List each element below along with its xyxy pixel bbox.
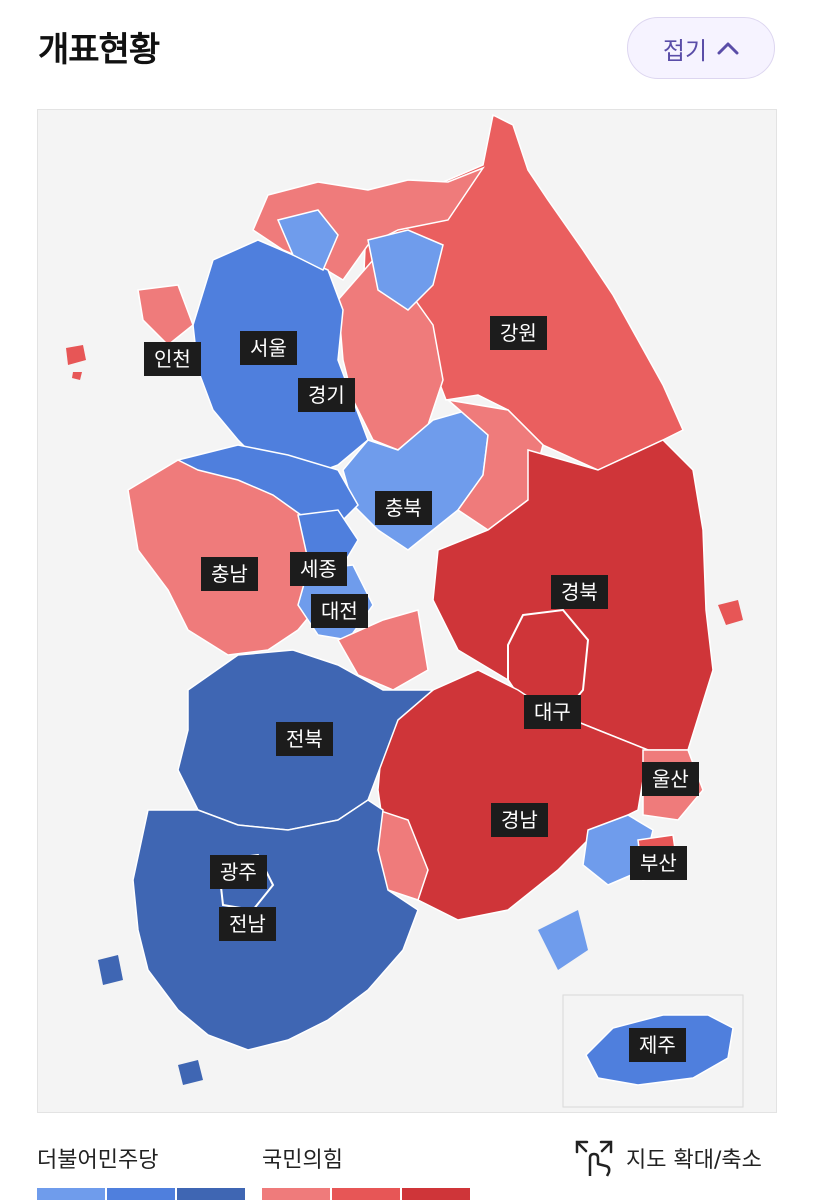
collapse-button[interactable]: 접기 xyxy=(627,17,775,79)
chevron-up-icon xyxy=(717,42,739,55)
legend-dem-swatch-1 xyxy=(37,1188,105,1200)
island-jeonnam-2 xyxy=(178,1060,203,1085)
region-incheon[interactable] xyxy=(137,284,194,347)
island-2 xyxy=(72,372,82,380)
region-gangwon-blue[interactable] xyxy=(367,229,444,311)
map-zoom-toggle[interactable]: 지도 확대/축소 xyxy=(574,1138,762,1178)
island-gyeongnam xyxy=(538,910,588,970)
island-ulleung xyxy=(718,600,743,625)
region-gyeonggi-light[interactable] xyxy=(276,209,339,272)
legend-ppp-swatch-1 xyxy=(262,1188,330,1200)
label-gyeongnam[interactable]: 경남 xyxy=(491,803,548,837)
legend-ppp-label: 국민의힘 xyxy=(262,1148,343,1173)
page-title: 개표현황 xyxy=(38,30,160,70)
pinch-zoom-icon xyxy=(575,1140,613,1177)
label-daegu[interactable]: 대구 xyxy=(524,695,581,729)
label-chungbuk[interactable]: 충북 xyxy=(375,491,432,525)
island-jeonnam-1 xyxy=(98,955,123,985)
label-daejeon[interactable]: 대전 xyxy=(311,594,368,628)
label-gyeonggi[interactable]: 경기 xyxy=(298,378,355,412)
label-jeonbuk[interactable]: 전북 xyxy=(276,722,333,756)
map-zoom-toggle-label: 지도 확대/축소 xyxy=(626,1148,762,1173)
label-jeonnam[interactable]: 전남 xyxy=(219,907,276,941)
label-seoul[interactable]: 서울 xyxy=(240,331,297,365)
legend-ppp-swatch-2 xyxy=(332,1188,400,1200)
label-gyeongbuk[interactable]: 경북 xyxy=(551,575,608,609)
legend-dem-swatch-2 xyxy=(107,1188,175,1200)
label-incheon[interactable]: 인천 xyxy=(144,342,201,376)
label-gangwon[interactable]: 강원 xyxy=(490,316,547,350)
legend-dem-label: 더불어민주당 xyxy=(37,1148,159,1173)
collapse-button-label: 접기 xyxy=(662,36,708,65)
election-map[interactable]: 인천 서울 경기 강원 충북 충남 세종 대전 경북 대구 전북 울산 경남 부… xyxy=(37,109,777,1113)
label-sejong[interactable]: 세종 xyxy=(290,552,347,586)
island-1 xyxy=(66,345,86,365)
label-gwangju[interactable]: 광주 xyxy=(210,855,267,889)
legend-dem-swatch-3 xyxy=(177,1188,245,1200)
label-chungnam[interactable]: 충남 xyxy=(201,557,258,591)
label-ulsan[interactable]: 울산 xyxy=(642,762,699,796)
legend-ppp-scale xyxy=(262,1188,470,1200)
korea-map xyxy=(66,113,744,1108)
legend-ppp-swatch-3 xyxy=(402,1188,470,1200)
label-busan[interactable]: 부산 xyxy=(630,846,687,880)
label-jeju[interactable]: 제주 xyxy=(629,1028,686,1062)
legend-dem-scale xyxy=(37,1188,245,1200)
region-chungnam-south[interactable] xyxy=(336,609,429,691)
